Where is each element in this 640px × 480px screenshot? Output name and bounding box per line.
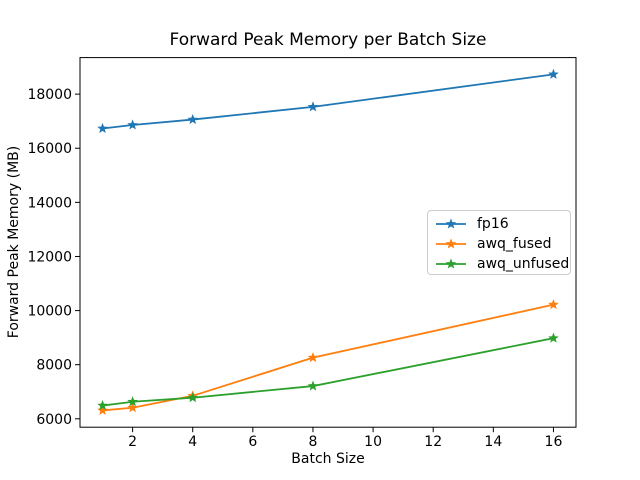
data-point-star-awq_fused-x1 bbox=[97, 404, 108, 415]
star-marker-icon bbox=[445, 218, 457, 229]
x-tick-label: 6 bbox=[248, 434, 257, 450]
x-tick-label: 4 bbox=[188, 434, 197, 450]
series-line-awq_fused bbox=[102, 303, 554, 412]
star-marker-icon bbox=[445, 238, 457, 249]
legend-swatch-line-icon bbox=[436, 258, 466, 269]
data-point-star-awq_unfused-x2 bbox=[127, 396, 138, 407]
y-tick-label: 18000 bbox=[27, 87, 72, 103]
legend-item-awq-fused: awq_fused bbox=[434, 234, 570, 254]
y-tick-label: 6000 bbox=[36, 412, 72, 428]
series-line-fp16 bbox=[102, 73, 554, 130]
legend: fp16 awq_fused awq_unfused bbox=[427, 210, 571, 275]
legend-label: awq_fused bbox=[477, 236, 552, 252]
data-point-star-awq_unfused-x16 bbox=[548, 332, 559, 343]
x-tick-label: 8 bbox=[309, 434, 318, 450]
y-axis-label: Forward Peak Memory (MB) bbox=[6, 145, 22, 339]
star-marker-icon bbox=[445, 258, 457, 269]
x-tick-label: 2 bbox=[128, 434, 137, 450]
legend-swatch-line-icon bbox=[436, 238, 466, 249]
data-point-star-awq_unfused-x8 bbox=[307, 380, 319, 391]
x-tick-label: 12 bbox=[424, 434, 442, 450]
y-tick-label: 14000 bbox=[27, 195, 72, 211]
x-tick-label: 14 bbox=[484, 434, 502, 450]
legend-label: awq_unfused bbox=[477, 256, 570, 272]
legend-swatch-line-icon bbox=[436, 218, 466, 229]
data-point-star-fp16-x1 bbox=[97, 122, 108, 134]
data-point-star-awq_fused-x2 bbox=[127, 402, 138, 413]
data-point-star-awq_fused-x8 bbox=[307, 352, 319, 363]
y-tick-label: 10000 bbox=[27, 304, 72, 320]
data-point-star-fp16-x2 bbox=[127, 119, 138, 130]
y-tick-label: 16000 bbox=[27, 141, 72, 157]
legend-item-awq-unfused: awq_unfused bbox=[434, 254, 570, 274]
legend-item-fp16: fp16 bbox=[434, 214, 570, 234]
data-point-star-awq_unfused-x4 bbox=[187, 392, 199, 403]
legend-label: fp16 bbox=[477, 216, 509, 232]
axes-box bbox=[79, 57, 577, 428]
data-point-star-awq_unfused-x1 bbox=[97, 399, 108, 411]
data-point-star-fp16-x4 bbox=[187, 113, 199, 125]
series-line-awq_unfused bbox=[102, 337, 554, 407]
data-point-star-awq_fused-x16 bbox=[548, 299, 559, 310]
x-axis-label: Batch Size bbox=[291, 451, 365, 467]
data-point-star-fp16-x8 bbox=[307, 101, 319, 112]
data-point-star-fp16-x16 bbox=[548, 68, 559, 79]
x-tick-label: 16 bbox=[545, 434, 563, 450]
y-tick-label: 12000 bbox=[27, 249, 72, 265]
x-tick-label: 10 bbox=[364, 434, 382, 450]
chart-title: Forward Peak Memory per Batch Size bbox=[169, 30, 487, 50]
y-tick-label: 8000 bbox=[36, 358, 72, 374]
